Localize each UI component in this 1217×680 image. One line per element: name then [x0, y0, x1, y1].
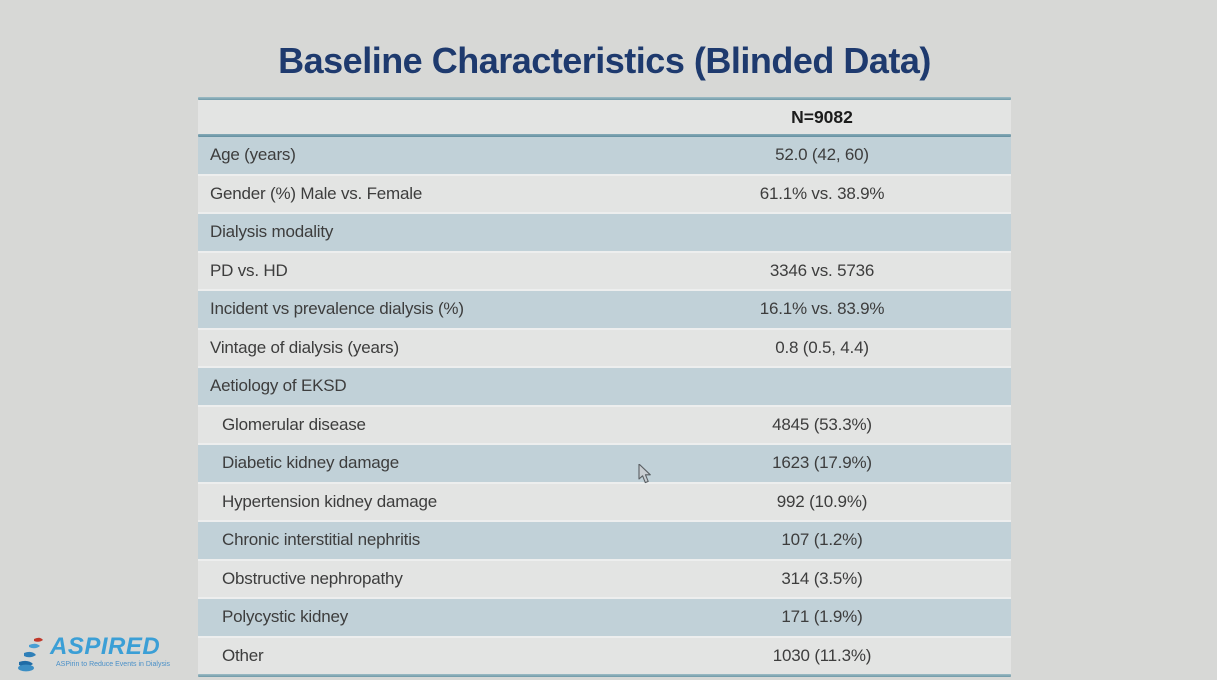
slide-title: Baseline Characteristics (Blinded Data) [278, 40, 931, 81]
row-label: Vintage of dialysis (years) [210, 337, 399, 357]
row-label: Gender (%) Male vs. Female [210, 183, 423, 203]
table-row: Diabetic kidney damage 1623 (17.9%) [198, 445, 1011, 482]
row-value: 3346 vs. 5736 [769, 260, 875, 280]
aspired-logo-text: ASPIRED ASPirin to Reduce Events in Dial… [50, 633, 170, 669]
row-value: 0.8 (0.5, 4.4) [775, 337, 869, 357]
table-row: Glomerular disease 4845 (53.3%) [198, 406, 1011, 443]
row-value: 107 (1.2%) [781, 530, 863, 550]
table-row: Other 1030 (11.3%) [198, 637, 1011, 674]
row-value: 314 (3.5%) [781, 568, 863, 588]
divider-header [198, 134, 1011, 137]
table-row: Polycystic kidney 171 (1.9%) [198, 599, 1011, 636]
aspired-logo-icon [18, 637, 43, 672]
baseline-characteristics-table: N=9082 Age (years) 52.0 (42, 60) Gender (%… [198, 97, 1011, 677]
table-row: Vintage of dialysis (years) 0.8 (0.5, 4.4… [198, 329, 1011, 366]
aspired-logo-tagline: ASPirin to Reduce Events in Dialysis [56, 661, 170, 668]
divider-top [198, 97, 1011, 100]
row-label: Hypertension kidney damage [222, 491, 437, 511]
row-label: Obstructive nephropathy [222, 568, 403, 588]
table-row: Obstructive nephropathy 314 (3.5%) [198, 560, 1011, 597]
row-label: PD vs. HD [210, 260, 288, 280]
divider-bottom [198, 674, 1011, 677]
table-header-row: N=9082 [198, 100, 1011, 134]
aspired-logo: ASPIRED ASPirin to Reduce Events in Dial… [16, 634, 170, 674]
row-label: Dialysis modality [210, 222, 334, 242]
aspired-logo-name: ASPIRED [50, 633, 161, 660]
table-row: Aetiology of EKSD [198, 368, 1011, 405]
row-value: 16.1% vs. 83.9% [759, 299, 885, 319]
row-value: 61.1% vs. 38.9% [759, 183, 885, 203]
row-label: Aetiology of EKSD [210, 376, 347, 396]
row-label: Age (years) [210, 145, 296, 165]
table-row: Dialysis modality [198, 214, 1011, 251]
table-row: Incident vs prevalence dialysis (%) 16.1%… [198, 291, 1011, 328]
row-value: 1030 (11.3%) [772, 645, 872, 665]
row-label: Glomerular disease [222, 414, 366, 434]
row-label: Polycystic kidney [222, 607, 349, 627]
table-body: Age (years) 52.0 (42, 60) Gender (%) Male … [198, 137, 1011, 674]
sample-size-header: N=9082 [791, 106, 853, 127]
table-row: PD vs. HD 3346 vs. 5736 [198, 252, 1011, 289]
table-row: Chronic interstitial nephritis 107 (1.2%) [198, 522, 1011, 559]
row-value: 4845 (53.3%) [772, 414, 872, 434]
row-value: 52.0 (42, 60) [775, 145, 869, 165]
table-row: Age (years) 52.0 (42, 60) [198, 137, 1011, 174]
row-label: Incident vs prevalence dialysis (%) [210, 299, 464, 319]
table-row: Hypertension kidney damage 992 (10.9%) [198, 483, 1011, 520]
row-label: Diabetic kidney damage [222, 453, 400, 473]
row-label: Chronic interstitial nephritis [222, 530, 421, 550]
row-value: 171 (1.9%) [781, 607, 863, 627]
row-label: Other [222, 645, 264, 665]
row-value: 992 (10.9%) [776, 491, 868, 511]
row-value: 1623 (17.9%) [772, 453, 872, 473]
table-row: Gender (%) Male vs. Female 61.1% vs. 38.9… [198, 175, 1011, 212]
